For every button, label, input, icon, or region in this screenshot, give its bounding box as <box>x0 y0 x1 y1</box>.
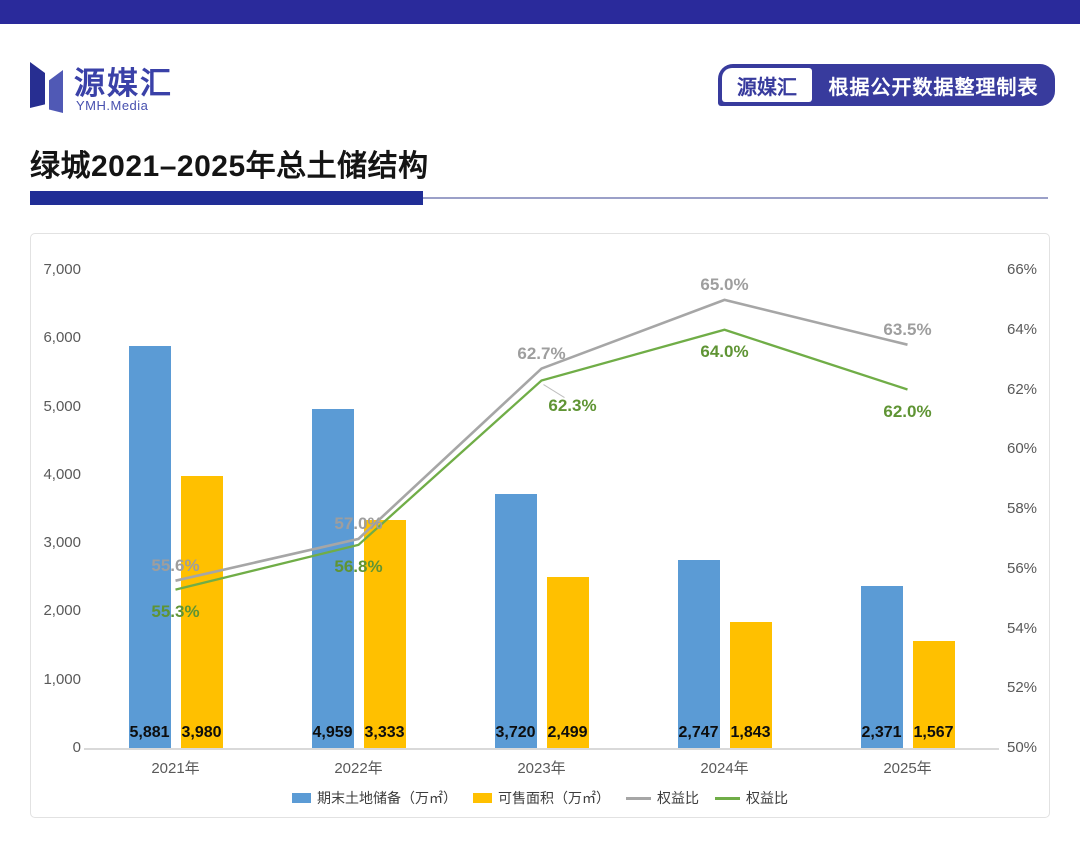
equity-ratio-line-green <box>175 328 908 591</box>
bar-value-label: 1,567 <box>913 724 954 741</box>
y-axis-tick-right: 56% <box>1007 559 1038 577</box>
land-reserve-bar <box>677 560 720 748</box>
top-banner <box>0 0 1080 24</box>
y-axis-tick-left: 3,000 <box>43 534 81 552</box>
y-axis-tick-left: 4,000 <box>43 465 81 483</box>
line-point-label: 63.5% <box>883 319 932 339</box>
bar-value-label: 3,980 <box>181 724 222 741</box>
chart-legend: 期末土地储备（万㎡） 可售面积（万㎡） 权益比 权益比 <box>31 788 1049 808</box>
bar-value-label: 5,881 <box>129 724 170 741</box>
legend-sellable-area: 可售面积（万㎡） <box>473 788 610 808</box>
legend-label: 期末土地储备（万㎡） <box>317 790 457 806</box>
land-reserve-bar <box>860 586 903 748</box>
line-point-label: 55.6% <box>151 555 200 575</box>
bar-value-label: 2,747 <box>678 724 719 741</box>
line-point-label: 62.3% <box>548 395 597 415</box>
legend-swatch-icon <box>292 793 311 803</box>
logo-left-panel-icon <box>30 62 45 108</box>
land-reserve-bar <box>128 346 171 748</box>
line-point-label: 65.0% <box>700 274 749 294</box>
line-point-label: 64.0% <box>700 341 749 361</box>
legend-equity-ratio-gray: 权益比 <box>626 788 699 808</box>
legend-land-reserve: 期末土地储备（万㎡） <box>292 788 457 808</box>
x-axis-label: 2021年 <box>151 760 200 777</box>
legend-line-icon <box>626 796 651 800</box>
bar-value-label: 2,371 <box>861 724 902 741</box>
land-reserve-bar <box>311 409 354 748</box>
y-axis-tick-right: 50% <box>1007 739 1038 756</box>
legend-line-icon <box>715 796 740 800</box>
brand-name: 源媒汇 <box>74 66 173 101</box>
land-reserve-bar <box>494 493 537 748</box>
legend-label: 可售面积（万㎡） <box>498 790 610 806</box>
sellable-area-bar <box>912 640 955 748</box>
legend-label: 权益比 <box>657 790 699 806</box>
sellable-area-bar <box>363 520 406 748</box>
y-axis-tick-left: 5,000 <box>43 397 81 415</box>
y-axis-tick-left: 0 <box>72 739 81 756</box>
sellable-area-bar <box>546 577 589 748</box>
x-axis-label: 2024年 <box>700 760 749 777</box>
y-axis-tick-right: 62% <box>1007 380 1038 398</box>
chart-card: 0 1,000 2,000 3,000 4,000 5,000 6,000 7,000 50% 5… <box>30 233 1050 818</box>
source-badge-brand: 源媒汇 <box>722 68 812 102</box>
y-axis-tick-right: 54% <box>1007 619 1038 637</box>
x-axis-line <box>84 748 999 750</box>
line-point-label: 55.3% <box>151 601 200 621</box>
bar-value-label: 4,959 <box>312 724 353 741</box>
y-axis-tick-right: 52% <box>1007 679 1038 697</box>
line-point-label: 57.0% <box>334 513 383 533</box>
bar-value-label: 3,333 <box>364 724 405 741</box>
y-axis-tick-right: 58% <box>1007 500 1038 517</box>
y-axis-tick-left: 7,000 <box>43 261 81 278</box>
brand-subtitle: YMH.Media <box>76 98 149 113</box>
ymh-logo-icon <box>30 60 68 114</box>
y-axis-tick-right: 66% <box>1007 261 1038 278</box>
bar-value-label: 1,843 <box>730 724 771 741</box>
bar-value-label: 3,720 <box>495 724 536 741</box>
y-axis-tick-left: 2,000 <box>43 602 81 620</box>
x-axis-label: 2022年 <box>334 760 383 777</box>
source-badge-note: 根据公开数据整理制表 <box>828 76 1039 99</box>
y-axis-tick-right: 60% <box>1007 440 1038 458</box>
title-rule <box>423 197 1048 199</box>
legend-swatch-icon <box>473 793 492 803</box>
y-axis-tick-right: 64% <box>1007 320 1038 338</box>
sellable-area-bar <box>729 622 772 748</box>
legend-equity-ratio-green: 权益比 <box>715 788 788 808</box>
x-axis-label: 2025年 <box>883 760 932 777</box>
title-underline <box>30 191 423 205</box>
source-badge: 源媒汇 根据公开数据整理制表 <box>718 64 1055 106</box>
page-title: 绿城2021–2025年总土储结构 <box>30 150 429 183</box>
line-point-label: 56.8% <box>334 556 383 576</box>
x-axis-label: 2023年 <box>517 760 566 777</box>
line-point-label: 62.7% <box>517 343 566 363</box>
combo-chart: 0 1,000 2,000 3,000 4,000 5,000 6,000 7,000 50% 5… <box>31 234 1049 817</box>
line-point-label: 62.0% <box>883 401 932 421</box>
logo-right-panel-icon <box>49 70 63 113</box>
bar-value-label: 2,499 <box>547 724 588 741</box>
equity-ratio-line-gray <box>175 298 908 582</box>
legend-label: 权益比 <box>746 790 788 806</box>
y-axis-tick-left: 1,000 <box>43 670 81 688</box>
y-axis-tick-left: 6,000 <box>43 329 81 347</box>
